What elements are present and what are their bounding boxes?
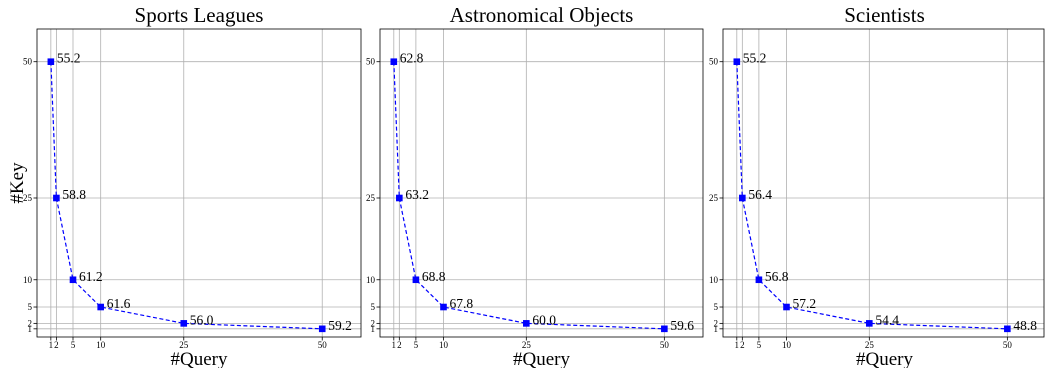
x-tick-label: 50 bbox=[318, 340, 328, 350]
data-label: 62.8 bbox=[400, 51, 424, 66]
plot-frame bbox=[722, 28, 1045, 338]
data-point-marker bbox=[661, 325, 668, 333]
data-label: 61.6 bbox=[107, 296, 131, 311]
data-point-marker bbox=[739, 194, 746, 202]
data-label: 56.4 bbox=[748, 187, 772, 202]
series-line bbox=[393, 61, 665, 330]
x-tick-label: 50 bbox=[660, 340, 670, 350]
data-point-marker bbox=[412, 276, 420, 284]
x-tick-label: 5 bbox=[71, 340, 76, 350]
data-label: 55.2 bbox=[57, 51, 81, 66]
y-tick-label: 10 bbox=[709, 275, 719, 285]
data-point-marker bbox=[69, 276, 77, 284]
x-tick-label: 1 bbox=[735, 340, 740, 350]
y-tick-label: 5 bbox=[371, 302, 376, 312]
data-label: 59.6 bbox=[670, 318, 694, 333]
y-tick-label: 1 bbox=[28, 324, 33, 334]
plot-frame bbox=[379, 28, 704, 338]
y-tick-label: 25 bbox=[23, 193, 33, 203]
y-tick-label: 1 bbox=[371, 324, 376, 334]
y-tick-label: 10 bbox=[366, 275, 376, 285]
x-tick-label: 10 bbox=[96, 340, 106, 350]
figure-y-axis-label: #Key bbox=[7, 162, 28, 204]
x-tick-label: 25 bbox=[522, 340, 532, 350]
chart-title: Astronomical Objects bbox=[450, 3, 634, 27]
series-line bbox=[50, 61, 323, 330]
data-label: 56.8 bbox=[765, 269, 789, 284]
y-tick-label: 2 bbox=[28, 318, 33, 328]
x-axis-label: #Query bbox=[513, 349, 570, 368]
x-tick-label: 50 bbox=[1003, 340, 1013, 350]
x-tick-label: 2 bbox=[397, 340, 402, 350]
data-point-marker bbox=[440, 303, 447, 311]
data-point-marker bbox=[47, 58, 55, 66]
y-tick-label: 1 bbox=[714, 324, 719, 334]
data-point-marker bbox=[1004, 325, 1011, 333]
chart-title: Sports Leagues bbox=[135, 3, 264, 27]
y-tick-label: 50 bbox=[366, 57, 376, 67]
data-label: 63.2 bbox=[405, 187, 429, 202]
y-tick-label: 2 bbox=[371, 318, 376, 328]
data-point-marker bbox=[755, 276, 763, 284]
plot-frame bbox=[36, 28, 362, 338]
x-tick-label: 1 bbox=[49, 340, 54, 350]
data-label: 68.8 bbox=[422, 269, 446, 284]
chart-title: Scientists bbox=[844, 3, 925, 27]
data-label: 57.2 bbox=[792, 296, 816, 311]
x-tick-label: 5 bbox=[757, 340, 762, 350]
data-point-marker bbox=[866, 320, 873, 327]
y-tick-label: 10 bbox=[23, 275, 33, 285]
data-label: 58.8 bbox=[62, 187, 86, 202]
data-point-marker bbox=[396, 194, 403, 202]
y-tick-label: 25 bbox=[366, 193, 376, 203]
data-point-marker bbox=[390, 58, 398, 66]
x-tick-label: 10 bbox=[439, 340, 449, 350]
data-label: 54.4 bbox=[875, 312, 899, 327]
x-tick-label: 10 bbox=[782, 340, 792, 350]
y-tick-label: 25 bbox=[709, 193, 719, 203]
y-tick-label: 50 bbox=[709, 57, 719, 67]
data-point-marker bbox=[733, 58, 741, 66]
y-tick-label: 5 bbox=[28, 302, 33, 312]
data-point-marker bbox=[97, 303, 104, 311]
x-tick-label: 25 bbox=[179, 340, 189, 350]
x-tick-label: 2 bbox=[54, 340, 59, 350]
data-label: 56.0 bbox=[190, 312, 214, 327]
data-point-marker bbox=[180, 320, 188, 327]
data-label: 59.2 bbox=[328, 318, 352, 333]
x-axis-label: #Query bbox=[171, 349, 228, 368]
data-point-marker bbox=[783, 303, 790, 311]
y-tick-label: 2 bbox=[714, 318, 719, 328]
data-label: 55.2 bbox=[743, 51, 767, 66]
data-label: 48.8 bbox=[1013, 318, 1037, 333]
data-point-marker bbox=[53, 194, 60, 202]
x-tick-label: 5 bbox=[414, 340, 419, 350]
data-point-marker bbox=[318, 325, 326, 333]
data-label: 67.8 bbox=[449, 296, 473, 311]
data-label: 60.0 bbox=[532, 312, 556, 327]
y-tick-label: 50 bbox=[23, 57, 33, 67]
x-tick-label: 25 bbox=[865, 340, 875, 350]
data-label: 61.2 bbox=[79, 269, 103, 284]
y-tick-label: 5 bbox=[714, 302, 719, 312]
x-tick-label: 1 bbox=[392, 340, 397, 350]
series-line bbox=[736, 61, 1008, 330]
x-tick-label: 2 bbox=[740, 340, 745, 350]
data-point-marker bbox=[523, 320, 530, 327]
x-axis-label: #Query bbox=[856, 349, 913, 368]
